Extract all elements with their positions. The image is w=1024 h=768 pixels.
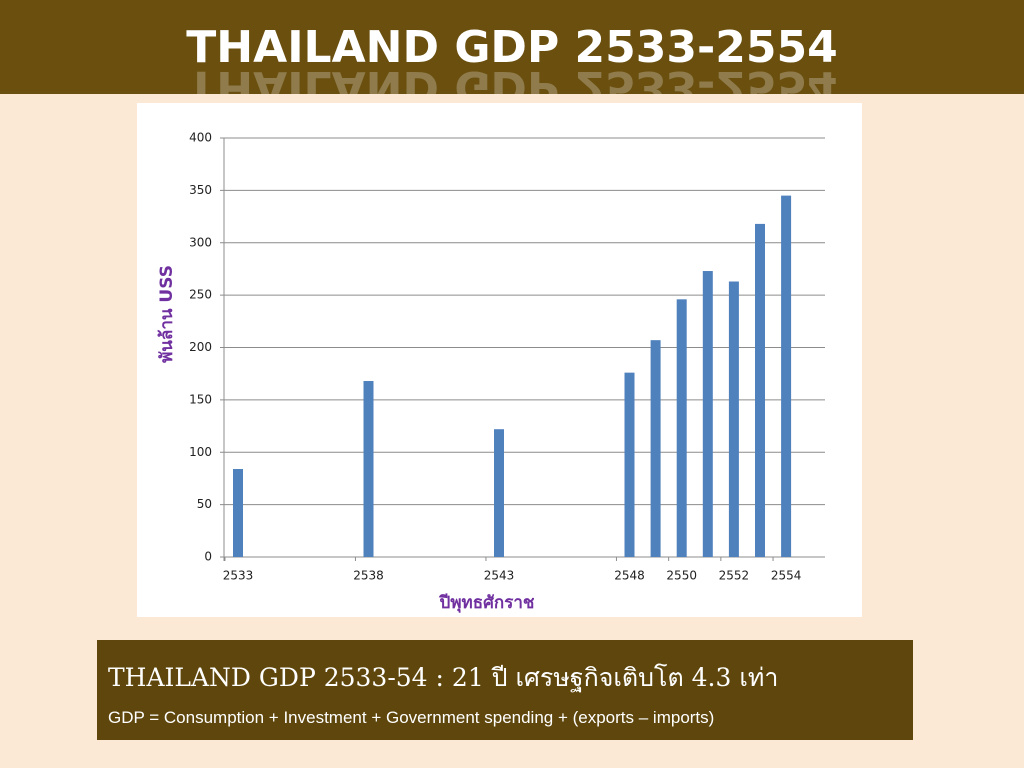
y-tick-label: 400 bbox=[189, 131, 212, 145]
y-tick-label: 300 bbox=[189, 235, 212, 249]
bar bbox=[781, 195, 792, 558]
bar bbox=[728, 281, 739, 557]
x-axis-title: ปีพุทธศักราช bbox=[439, 592, 535, 613]
caption-box: THAILAND GDP 2533-54 : 21 ปี เศรษฐกิจเติ… bbox=[97, 640, 913, 740]
title-bar: THAILAND GDP 2533-2554 THAILAND GDP 2533… bbox=[0, 0, 1024, 94]
y-tick-label: 150 bbox=[189, 392, 212, 406]
y-tick-label: 200 bbox=[189, 340, 212, 354]
x-tick-label: 2552 bbox=[719, 569, 750, 583]
y-tick-label: 0 bbox=[204, 550, 212, 564]
bar bbox=[363, 381, 374, 557]
caption-formula: GDP = Consumption + Investment + Governm… bbox=[108, 708, 715, 727]
chart: พันล้าน USS ปีพุทธศักราช 0 50 100 150 200 250… bbox=[137, 103, 862, 617]
y-tick-label: 100 bbox=[189, 445, 212, 459]
bar bbox=[494, 429, 504, 557]
x-tick-label: 2554 bbox=[771, 569, 802, 583]
slide-title: THAILAND GDP 2533-2554 bbox=[186, 22, 838, 73]
x-tick-label: 2543 bbox=[484, 569, 515, 583]
caption-headline: THAILAND GDP 2533-54 : 21 ปี เศรษฐกิจเติ… bbox=[108, 663, 779, 692]
y-tick-label: 350 bbox=[189, 183, 212, 197]
bar bbox=[755, 223, 765, 557]
bar bbox=[650, 340, 661, 557]
x-tick-label: 2533 bbox=[223, 569, 254, 583]
bar bbox=[624, 372, 635, 557]
title-reflection: THAILAND GDP 2533-2554 bbox=[186, 61, 838, 94]
x-tick-label: 2550 bbox=[666, 569, 697, 583]
y-axis-title: พันล้าน USS bbox=[157, 265, 177, 363]
y-tick-label: 50 bbox=[197, 497, 212, 511]
x-tick-label: 2548 bbox=[614, 569, 645, 583]
x-tick-label: 2538 bbox=[353, 569, 384, 583]
y-tick-label: 250 bbox=[189, 288, 212, 302]
bar bbox=[702, 271, 713, 557]
bar bbox=[676, 299, 687, 557]
bar bbox=[233, 469, 243, 557]
